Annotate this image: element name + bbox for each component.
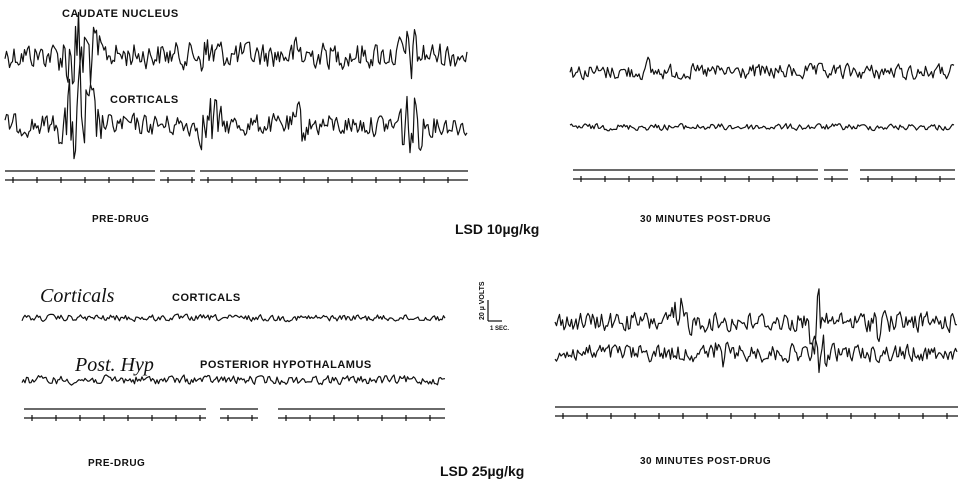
scale-bar: 20 µ VOLTS 1 SEC.	[479, 281, 509, 332]
trace-label: CORTICALS	[172, 292, 241, 304]
eeg-trace	[21, 374, 446, 386]
eeg-trace	[4, 61, 468, 160]
scale-time: 1 SEC.	[490, 326, 509, 332]
dose-label: LSD 10µg/kg	[455, 221, 539, 237]
caption: PRE-DRUG	[92, 214, 149, 225]
eeg-trace	[554, 334, 958, 374]
eeg-trace	[569, 56, 955, 81]
eeg-trace	[4, 11, 468, 85]
handwritten-label: Corticals	[40, 285, 115, 307]
scale-voltage: 20 µ VOLTS	[479, 281, 486, 320]
eeg-trace	[554, 288, 958, 355]
eeg-trace	[569, 122, 955, 132]
caption: 30 MINUTES POST-DRUG	[640, 214, 771, 225]
caption: PRE-DRUG	[88, 458, 145, 469]
handwritten-label: Post. Hyp	[74, 354, 154, 376]
trace-label: POSTERIOR HYPOTHALAMUS	[200, 359, 372, 371]
dose-label: LSD 25µg/kg	[440, 463, 524, 479]
caption: 30 MINUTES POST-DRUG	[640, 456, 771, 467]
eeg-trace	[21, 313, 446, 323]
trace-label: CORTICALS	[110, 94, 179, 106]
trace-label: CAUDATE NUCLEUS	[62, 8, 179, 20]
